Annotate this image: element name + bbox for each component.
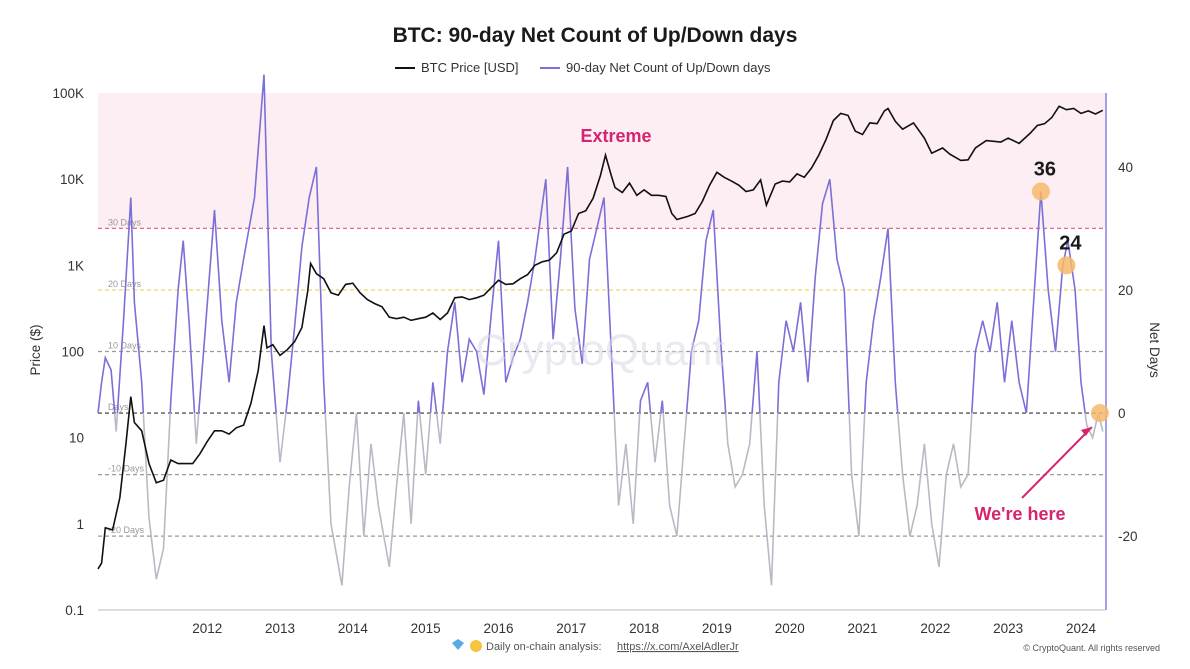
netdays-segment-0: [97, 354, 116, 414]
netdays-segment-20: [638, 382, 652, 414]
were-here-annotation: We're here: [975, 504, 1066, 524]
footer-link[interactable]: https://x.com/AxelAdlerJr: [617, 641, 739, 653]
threshold-label-4: -10 Days: [108, 464, 145, 474]
netdays-segment-32: [971, 191, 1086, 414]
netdays-segment-18: [441, 166, 615, 414]
legend-price-label: BTC Price [USD]: [421, 60, 519, 75]
x-tick-label-12: 2024: [1066, 621, 1097, 636]
x-tick-label-9: 2021: [848, 621, 878, 636]
netdays-segment-9: [324, 412, 358, 586]
netdays-segment-13: [403, 412, 419, 524]
threshold-label-1: 20 Days: [108, 279, 142, 289]
netdays-segment-4: [169, 240, 196, 414]
highlight-label-0: 36: [1034, 158, 1056, 180]
netdays-segment-33: [1084, 412, 1100, 441]
netdays-segment-29: [848, 412, 866, 537]
netdays-segment-1: [113, 412, 119, 432]
x-tick-label-4: 2016: [483, 621, 513, 636]
x-tick-label-3: 2015: [411, 621, 441, 636]
netdays-segment-6: [197, 74, 277, 414]
highlight-marker-0: [1031, 182, 1050, 201]
netdays-segment-11: [355, 412, 405, 568]
y-right-tick-label-0: -20: [1118, 529, 1138, 544]
x-tick-label-1: 2013: [265, 621, 295, 636]
x-tick-label-2: 2014: [338, 621, 369, 636]
netdays-segment-22: [660, 400, 664, 414]
netdays-segment-28: [776, 178, 850, 414]
netdays-segment-15: [418, 412, 432, 475]
netdays-segment-17: [435, 412, 444, 444]
watermark: CryptoQuant: [475, 326, 724, 375]
threshold-label-0: 30 Days: [108, 217, 142, 227]
netdays-segment-21: [649, 412, 662, 463]
x-tick-label-8: 2020: [775, 621, 805, 636]
netdays-segment-16: [429, 382, 438, 414]
hands-emoji-icon: [470, 640, 482, 652]
netdays-segment-30: [863, 228, 899, 414]
x-tick-label-5: 2017: [556, 621, 586, 636]
y-left-tick-label-5: 10K: [60, 172, 84, 187]
legend: BTC Price [USD] 90-day Net Count of Up/D…: [395, 60, 771, 75]
y-right-tick-label-2: 20: [1118, 283, 1133, 298]
footer-text: Daily on-chain analysis:: [486, 641, 602, 653]
y-left-tick-label-4: 1K: [67, 258, 84, 273]
x-tick-label-0: 2012: [192, 621, 222, 636]
y-right-tick-label-3: 40: [1118, 160, 1133, 175]
footer: Daily on-chain analysis: https://x.com/A…: [452, 639, 1160, 653]
netdays-segment-5: [193, 412, 200, 444]
chart-title: BTC: 90-day Net Count of Up/Down days: [393, 24, 798, 47]
price-line: [97, 105, 1104, 570]
highlight-marker-2: [1090, 404, 1109, 423]
netdays-segment-26: [751, 351, 761, 414]
netdays-segment-7: [275, 412, 287, 463]
y-left-tick-label-6: 100K: [52, 86, 84, 101]
were-here-arrow-line: [1021, 426, 1093, 499]
x-tick-label-10: 2022: [920, 621, 950, 636]
netdays-segment-24: [685, 209, 727, 414]
y-left-axis-label: Price ($): [28, 324, 43, 375]
netdays-segment-8: [285, 166, 327, 414]
y-right-tick-label-1: 0: [1118, 406, 1126, 421]
y-right-axis-label: Net Days: [1147, 322, 1162, 378]
x-tick-label-7: 2019: [702, 621, 732, 636]
x-tick-label-11: 2023: [993, 621, 1023, 636]
netdays-segment-23: [662, 412, 688, 537]
netdays-segment-27: [759, 412, 779, 586]
threshold-label-5: -20 Days: [108, 525, 145, 535]
netdays-segment-14: [416, 400, 421, 414]
legend-netdays-label: 90-day Net Count of Up/Down days: [566, 60, 771, 75]
x-tick-label-6: 2018: [629, 621, 659, 636]
netdays-segment-19: [613, 412, 641, 524]
threshold-label-2: 10 Days: [108, 341, 142, 351]
y-left-tick-label-2: 10: [69, 431, 84, 446]
netdays-segment-3: [142, 412, 171, 580]
y-left-tick-label-1: 1: [76, 517, 84, 532]
diamond-icon: [452, 639, 464, 650]
highlight-label-1: 24: [1059, 232, 1082, 254]
netdays-segment-31: [896, 412, 973, 568]
extreme-annotation: Extreme: [580, 126, 651, 146]
y-left-tick-label-0: 0.1: [65, 603, 84, 618]
highlight-marker-1: [1057, 256, 1076, 275]
were-here-arrow-head: [1080, 427, 1092, 437]
copyright: © CryptoQuant. All rights reserved: [1023, 643, 1160, 653]
y-left-tick-label-3: 100: [61, 345, 84, 360]
netdays-segment-2: [116, 197, 145, 414]
netdays-segment-25: [724, 412, 753, 490]
